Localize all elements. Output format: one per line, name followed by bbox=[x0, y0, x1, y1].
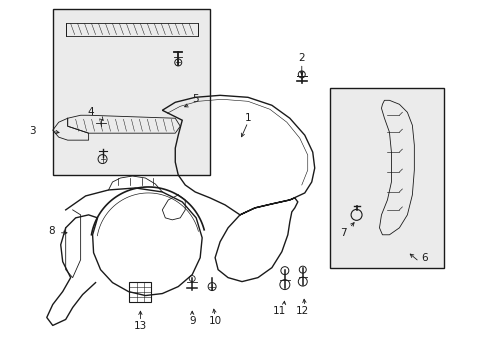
Text: 3: 3 bbox=[29, 126, 36, 136]
Text: 2: 2 bbox=[298, 54, 305, 63]
Text: 1: 1 bbox=[244, 113, 251, 123]
Text: 7: 7 bbox=[339, 228, 346, 238]
Text: 4: 4 bbox=[87, 107, 94, 117]
Bar bbox=[129, 282, 151, 302]
Text: 9: 9 bbox=[188, 316, 195, 327]
Bar bbox=[53, 9, 210, 175]
Bar bbox=[329, 88, 443, 268]
Text: 5: 5 bbox=[192, 94, 199, 104]
Text: 10: 10 bbox=[208, 316, 221, 327]
Text: 13: 13 bbox=[134, 321, 147, 332]
Text: 8: 8 bbox=[48, 226, 55, 236]
Text: 6: 6 bbox=[421, 253, 427, 263]
Text: 12: 12 bbox=[296, 306, 309, 316]
Text: 11: 11 bbox=[273, 306, 286, 316]
